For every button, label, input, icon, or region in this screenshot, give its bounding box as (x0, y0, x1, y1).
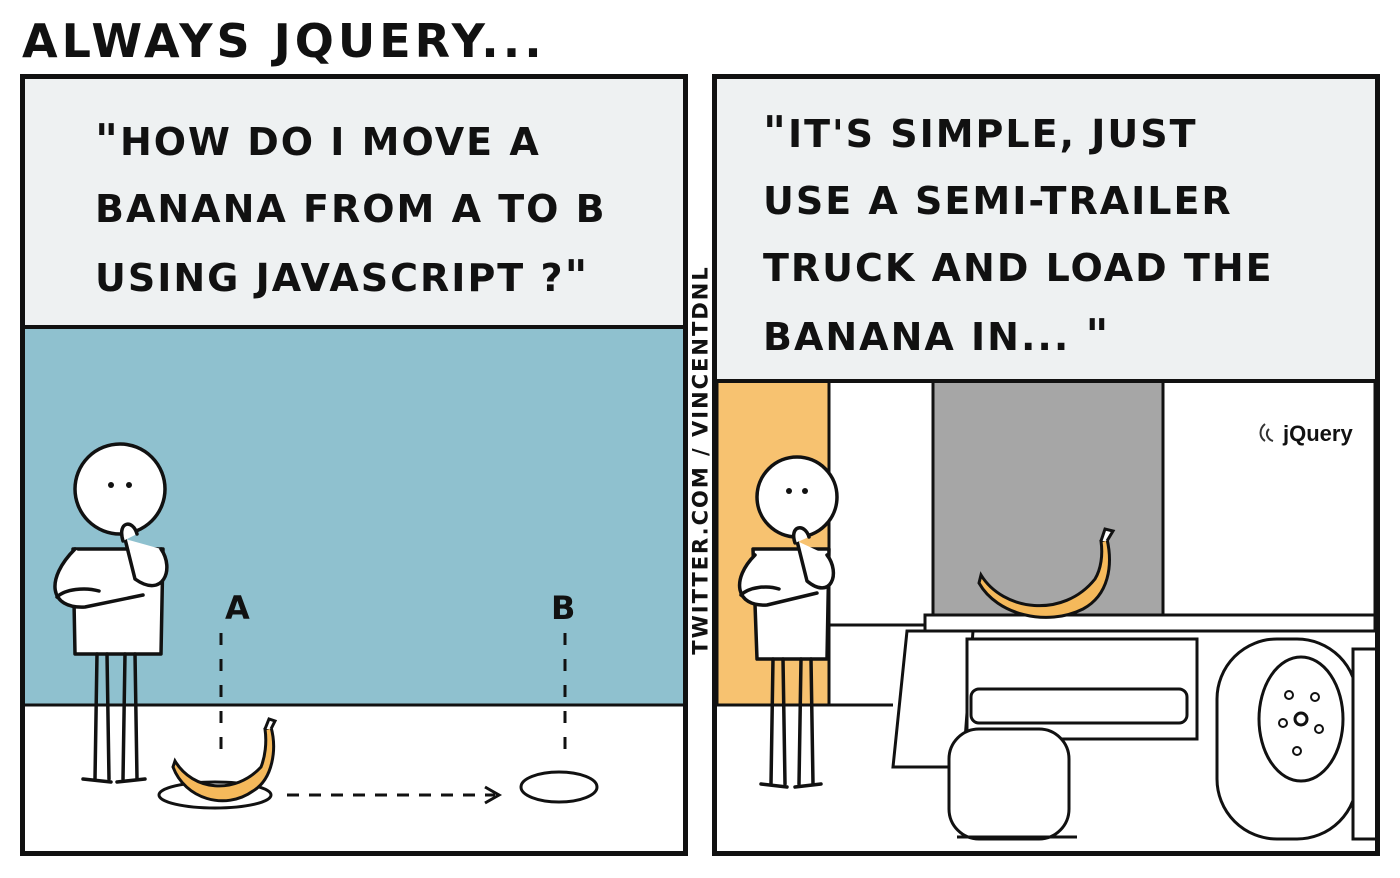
caption-left-line-2: BANANA FROM A TO B (95, 187, 607, 231)
panel-left-art: A B (25, 325, 683, 810)
truck-wheel-back (947, 727, 1077, 841)
panel-left: A B "HOW DO I MOVE A BANANA FROM A TO B … (20, 74, 688, 856)
truck-cargo-area (931, 377, 1165, 621)
stick-figure-right (737, 455, 839, 789)
comic-title: ALWAYS JQUERY... (22, 14, 546, 68)
panel-right-art: jQuery (717, 377, 1375, 841)
eye-right-icon (126, 482, 132, 488)
banana-icon (171, 717, 278, 803)
caption-right-line-2: USE A SEMI-TRAILER (763, 179, 1233, 223)
point-b-label: B (551, 589, 575, 627)
eye-left-icon (108, 482, 114, 488)
truck-bumper (969, 687, 1189, 725)
stick-figure-left (53, 442, 169, 784)
caption-right-line-3: TRUCK AND LOAD THE (763, 246, 1274, 290)
caption-right: "IT'S SIMPLE, JUST USE A SEMI-TRAILER TR… (717, 79, 1375, 383)
caption-right-line-4: BANANA IN... (763, 315, 1071, 359)
caption-right-line-1: IT'S SIMPLE, JUST (787, 112, 1198, 156)
eye-left-icon-right (786, 488, 792, 494)
truck-wheel-front (1215, 637, 1359, 841)
jquery-logo: jQuery (1259, 421, 1353, 446)
arrow-head-icon (484, 785, 503, 805)
point-a-label: A (225, 589, 250, 627)
artist-credit-text: TWITTER.COM / VINCENTDNL (689, 265, 713, 655)
eye-right-icon-right (802, 488, 808, 494)
banana-in-truck-icon (977, 527, 1116, 619)
jquery-logo-text: jQuery (1282, 421, 1353, 446)
plate-b (519, 770, 599, 804)
truck-floor (923, 613, 1375, 633)
panel-right: jQuery (712, 74, 1380, 856)
caption-left-line-1: HOW DO I MOVE A (119, 120, 541, 164)
caption-left-line-3: USING JAVASCRIPT ? (95, 256, 565, 300)
caption-left: "HOW DO I MOVE A BANANA FROM A TO B USIN… (25, 79, 683, 329)
